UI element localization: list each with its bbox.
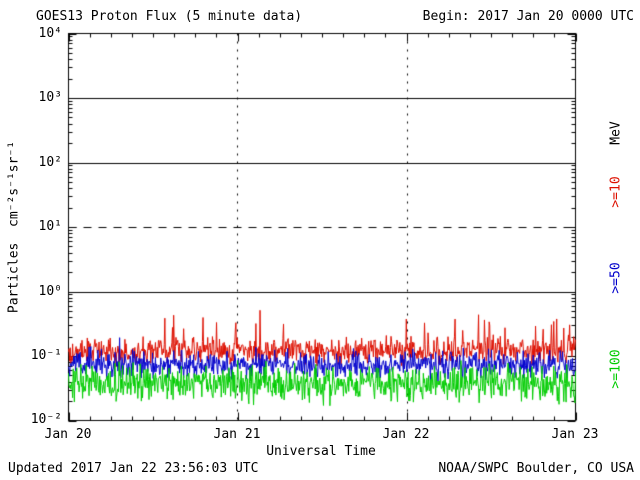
y-tick-label-1e4: 10⁴: [38, 26, 62, 41]
y-axis-label: Particles cm⁻²s⁻¹sr⁻¹: [6, 140, 22, 314]
source-attribution: NOAA/SWPC Boulder, CO USA: [438, 461, 634, 476]
y-tick-label-1e-2: 10⁻²: [30, 412, 62, 427]
x-tick-label-jan20: Jan 20: [44, 427, 92, 442]
right-axis-unit-label: MeV: [608, 121, 624, 145]
x-tick-label-jan22: Jan 22: [382, 427, 430, 442]
y-tick-label-1e0: 10⁰: [38, 284, 62, 299]
y-tick-label-1e3: 10³: [38, 90, 62, 105]
updated-timestamp: Updated 2017 Jan 22 23:56:03 UTC: [8, 461, 259, 476]
y-tick-label-1e-1: 10⁻¹: [30, 348, 62, 363]
series-label-ge10: >=10: [608, 176, 624, 208]
x-axis-label: Universal Time: [266, 444, 376, 459]
x-tick-label-jan21: Jan 21: [213, 427, 261, 442]
series-label-ge100: >=100: [608, 349, 624, 389]
begin-timestamp: Begin: 2017 Jan 20 0000 UTC: [422, 9, 634, 24]
series-label-ge50: >=50: [608, 262, 624, 294]
x-tick-label-jan23: Jan 23: [551, 427, 599, 442]
chart-title: GOES13 Proton Flux (5 minute data): [36, 9, 303, 24]
y-tick-label-1e1: 10¹: [38, 219, 62, 234]
y-tick-label-1e2: 10²: [38, 155, 62, 170]
